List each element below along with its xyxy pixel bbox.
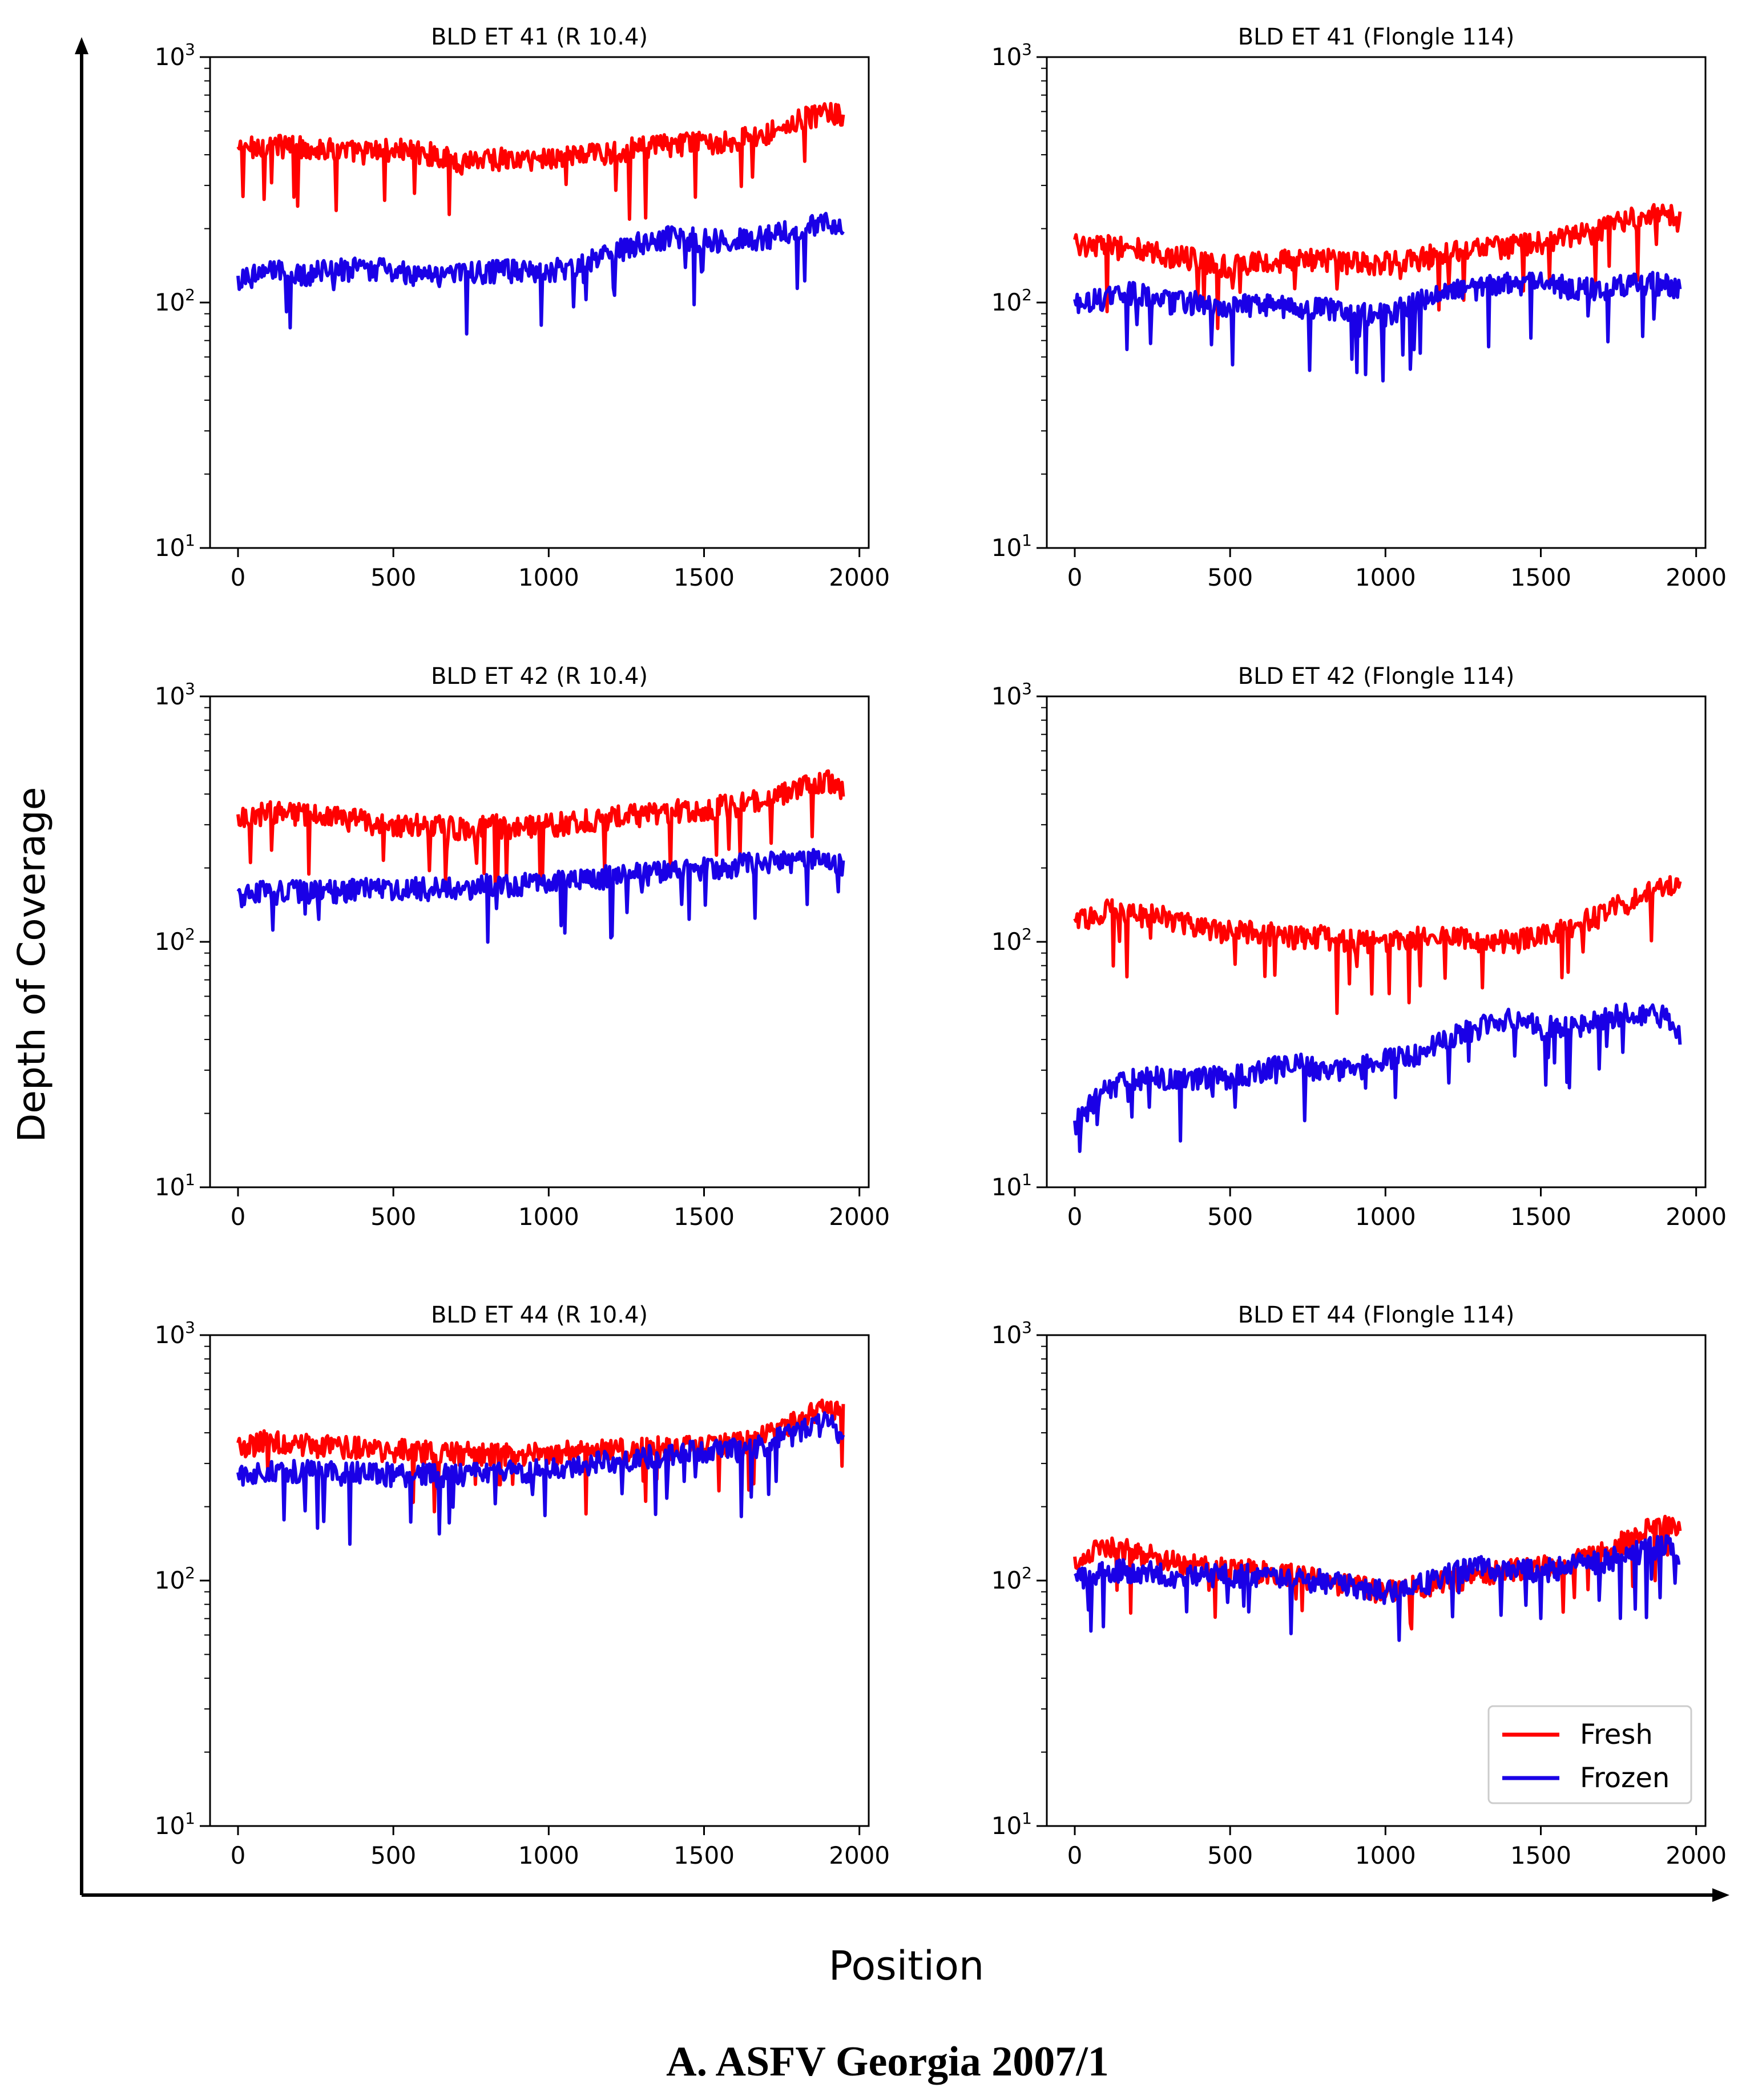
x-tick-label: 1000	[518, 563, 579, 591]
chart-title: BLD ET 41 (R 10.4)	[431, 24, 648, 50]
x-tick-label: 500	[1207, 1841, 1253, 1869]
y-tick-label: 103	[991, 679, 1032, 710]
y-tick-label: 103	[991, 40, 1032, 71]
y-tick-label: 102	[991, 925, 1032, 956]
figure-caption: A. ASFV Georgia 2007/1	[666, 2038, 1109, 2085]
y-tick-label: 102	[155, 285, 195, 316]
x-tick-label: 1000	[1355, 1203, 1416, 1231]
x-tick-label: 2000	[829, 1203, 890, 1231]
series-line-fresh	[236, 1398, 845, 1516]
x-tick-label: 1000	[1355, 1841, 1416, 1869]
y-tick-label: 101	[991, 1170, 1032, 1201]
y-tick-label: 103	[155, 679, 195, 710]
chart-title: BLD ET 44 (R 10.4)	[431, 1302, 648, 1328]
x-tick-label: 2000	[829, 563, 890, 591]
chart-panel-5: BLD ET 44 (R 10.4) 0 500 1000 1500 2000 101 102…	[155, 1302, 890, 1869]
chart-title: BLD ET 41 (Flongle 114)	[1238, 24, 1515, 50]
y-axis-label: Depth of Coverage	[10, 787, 54, 1143]
x-tick-label: 2000	[1666, 1841, 1727, 1869]
x-tick-label: 500	[1207, 1203, 1253, 1231]
series-line-frozen	[236, 1411, 845, 1546]
x-tick-label: 0	[231, 1203, 246, 1231]
series-line-frozen	[236, 212, 845, 336]
series-line-frozen	[1073, 1534, 1681, 1642]
y-tick-label: 101	[155, 531, 195, 562]
legend-label-fresh: Fresh	[1580, 1719, 1653, 1751]
x-tick-label: 1000	[1355, 563, 1416, 591]
legend: Fresh Frozen	[1487, 1705, 1692, 1804]
x-tick-label: 500	[370, 1203, 416, 1231]
series-line-frozen	[1073, 1002, 1682, 1153]
y-tick-label: 101	[991, 531, 1032, 562]
legend-label-frozen: Frozen	[1580, 1762, 1670, 1794]
chart-panel-6: BLD ET 44 (Flongle 114) 0 500 1000 1500 2000 1…	[991, 1302, 1727, 1869]
x-tick-label: 0	[231, 1841, 246, 1869]
x-tick-label: 1500	[674, 563, 735, 591]
chart-panel-3: BLD ET 42 (R 10.4) 0 500 1000 1500 2000 101 102…	[155, 663, 890, 1231]
series-line-fresh	[236, 769, 845, 888]
series-line-fresh	[1073, 203, 1682, 330]
x-tick-label: 1000	[518, 1841, 579, 1869]
x-tick-label: 1500	[1510, 1841, 1571, 1869]
outer-y-axis-arrowhead	[75, 37, 88, 54]
x-tick-label: 500	[1207, 563, 1253, 591]
y-tick-label: 101	[155, 1809, 195, 1840]
y-tick-label: 102	[155, 1563, 195, 1594]
x-tick-label: 500	[370, 563, 416, 591]
x-tick-label: 2000	[829, 1841, 890, 1869]
chart-title: BLD ET 44 (Flongle 114)	[1238, 1302, 1515, 1328]
chart-panel-2: BLD ET 41 (Flongle 114) 0 500 1000 1500 2000 1…	[991, 24, 1727, 591]
series-line-fresh	[236, 102, 845, 221]
series-line-frozen	[1073, 271, 1682, 383]
y-tick-label: 101	[991, 1809, 1032, 1840]
y-tick-label: 101	[155, 1170, 195, 1201]
series-line-fresh	[1073, 875, 1682, 1015]
y-tick-label: 103	[991, 1318, 1032, 1349]
y-tick-label: 102	[991, 285, 1032, 316]
x-tick-label: 0	[1067, 1841, 1083, 1869]
x-tick-label: 1000	[518, 1203, 579, 1231]
x-tick-label: 1500	[674, 1203, 735, 1231]
chart-panel-4: BLD ET 42 (Flongle 114) 0 500 1000 1500 2000 1…	[991, 663, 1727, 1231]
panels: BLD ET 41 (R 10.4) 0 500 1000 1500 2000 101 102…	[155, 24, 1727, 1869]
series-line-frozen	[236, 848, 845, 944]
x-tick-label: 0	[231, 563, 246, 591]
y-tick-label: 102	[155, 925, 195, 956]
y-tick-label: 103	[155, 40, 195, 71]
x-tick-label: 2000	[1666, 1203, 1727, 1231]
x-tick-label: 500	[370, 1841, 416, 1869]
x-tick-label: 2000	[1666, 563, 1727, 591]
x-tick-label: 1500	[674, 1841, 735, 1869]
y-tick-label: 103	[155, 1318, 195, 1349]
x-tick-label: 1500	[1510, 1203, 1571, 1231]
x-tick-label: 0	[1067, 563, 1083, 591]
x-tick-label: 1500	[1510, 563, 1571, 591]
chart-title: BLD ET 42 (R 10.4)	[431, 663, 648, 690]
x-axis-label: Position	[829, 1942, 985, 1989]
chart-title: BLD ET 42 (Flongle 114)	[1238, 663, 1515, 690]
chart-panel-1: BLD ET 41 (R 10.4) 0 500 1000 1500 2000 101 102…	[155, 24, 890, 591]
x-tick-label: 0	[1067, 1203, 1083, 1231]
outer-x-axis-arrowhead	[1712, 1888, 1729, 1902]
y-tick-label: 102	[991, 1563, 1032, 1594]
